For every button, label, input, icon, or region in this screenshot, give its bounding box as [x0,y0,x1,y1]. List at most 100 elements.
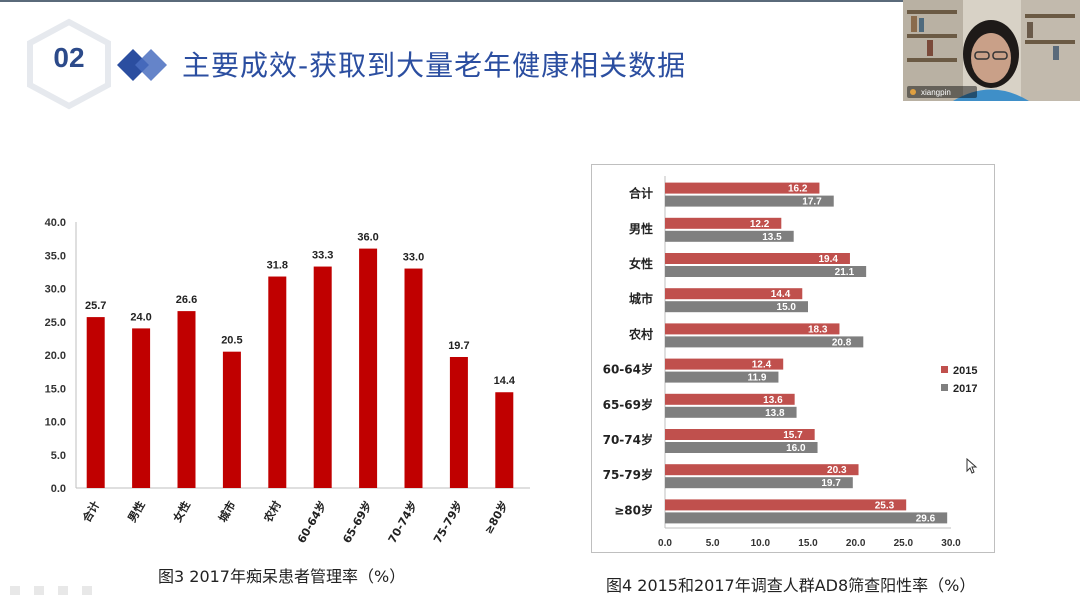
data-label: 15.0 [777,302,797,313]
bar-2017 [665,336,864,348]
bar [313,266,332,488]
bar-2015 [665,323,840,335]
bar-2017 [665,371,779,383]
bar-2015 [665,253,850,264]
y-tick-label: 35.0 [45,250,66,262]
data-label: 16.2 [788,184,808,195]
bar-2015 [665,464,859,476]
category-label: 60-64岁 [603,362,653,377]
data-label: 14.4 [494,375,516,387]
bar [86,317,105,488]
diamonds-icon [117,49,167,81]
section-badge [27,18,111,110]
data-label: 13.5 [762,232,782,243]
bar-2017 [665,442,818,453]
category-label: 70-74岁 [385,499,420,546]
slide-title: 主要成效-获取到大量老年健康相关数据 [182,49,687,82]
data-label: 21.1 [835,267,855,278]
data-label: 12.2 [750,219,770,230]
y-tick-label: 25.0 [45,317,66,329]
legend-swatch [941,366,948,373]
data-label: 19.7 [821,478,841,489]
data-label: 13.6 [763,395,783,406]
bar [177,311,196,488]
x-tick-label: 15.0 [798,538,818,549]
category-label: 城市 [215,499,238,525]
y-tick-label: 40.0 [45,217,66,229]
category-label: 合计 [79,499,102,525]
bar-2015 [665,429,815,440]
category-label: 65-69岁 [339,499,374,546]
data-label: 20.5 [221,335,242,347]
bar [495,392,514,488]
data-label: 19.4 [818,254,838,265]
category-label: ≥80岁 [481,499,511,537]
x-tick-label: 10.0 [751,538,771,549]
x-tick-label: 20.0 [846,538,866,549]
bar-2017 [665,477,853,489]
legend-swatch [941,384,948,391]
webcam-video [903,0,1080,101]
category-label: 65-69岁 [603,397,653,412]
category-label: 70-74岁 [603,432,653,447]
data-label: 25.7 [85,300,106,312]
category-label: 农村 [260,499,284,526]
category-label: 合计 [629,186,653,201]
section-number: 02 [53,42,85,73]
bar-2017 [665,230,794,242]
data-label: 15.7 [783,430,803,441]
bar-2015 [665,393,795,405]
bar [268,276,287,488]
bar-2015 [665,182,820,194]
data-label: 20.3 [827,465,847,476]
bar-2015 [665,217,782,229]
bar [132,328,151,488]
bar [222,351,241,488]
data-label: 18.3 [808,324,828,335]
data-label: 26.6 [176,294,197,306]
data-label: 31.8 [267,260,288,272]
data-label: 36.0 [357,232,378,244]
webcam-thumbnail[interactable]: xiangpin [903,0,1080,101]
category-label: 农村 [628,326,653,341]
category-label: 女性 [170,499,193,525]
data-label: 17.7 [802,197,822,208]
bar-2017 [665,406,797,418]
data-label: 16.0 [786,443,806,454]
data-label: 19.7 [448,340,469,352]
bar [404,268,423,488]
legend-label: 2015 [953,365,977,377]
participant-name: xiangpin [921,88,951,97]
x-tick-label: 5.0 [706,538,720,549]
y-tick-label: 10.0 [45,417,66,429]
data-label: 13.8 [765,408,785,419]
category-label: 男性 [629,221,653,236]
data-label: 33.0 [403,252,424,264]
category-label: 60-64岁 [294,499,329,546]
data-label: 12.4 [752,360,772,371]
x-tick-label: 0.0 [658,538,672,549]
category-label: 男性 [125,499,148,525]
data-label: 29.6 [916,513,936,524]
bar-2017 [665,301,808,313]
management-rate-chart: 0.0 5.0 10.0 15.0 20.0 25.0 30.0 35.0 40.0 25.7 2… [45,217,530,546]
category-label: 城市 [629,291,653,306]
bar-2015 [665,358,784,370]
bottom-toolbar-icons [10,586,92,595]
x-tick-label: 30.0 [941,538,961,549]
y-tick-label: 5.0 [51,450,66,462]
bar-2017 [665,195,834,207]
category-label: 75-79岁 [603,467,653,482]
chart1-caption: 图3 2017年痴呆患者管理率（%） [158,567,406,586]
legend-label: 2017 [953,383,977,395]
y-tick-label: 0.0 [51,483,66,495]
bar-2015 [665,288,803,300]
bar-2017 [665,266,867,277]
category-label: ≥80岁 [614,502,653,517]
y-tick-label: 20.0 [45,350,66,362]
data-label: 20.8 [832,337,852,348]
ad8-positive-rate-chart: 0.0 5.0 10.0 15.0 20.0 25.0 30.0 16.2 17.7 12.2 1… [591,164,995,553]
mouse-cursor-icon [966,458,978,474]
data-label: 14.4 [771,289,791,300]
